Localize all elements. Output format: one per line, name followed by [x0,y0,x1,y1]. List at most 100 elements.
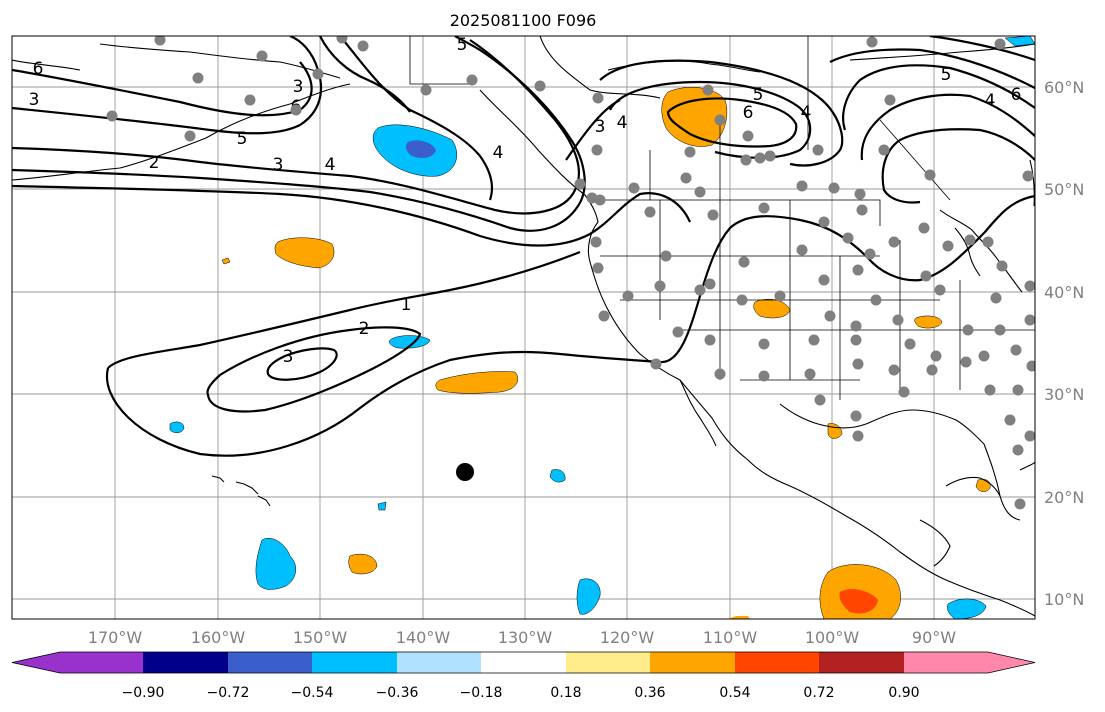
station-dot [926,364,938,376]
lon-tick-label: 90°W [912,628,956,647]
station-dot [994,38,1006,50]
station-dot [920,270,932,282]
contour-label: 5 [753,85,764,105]
station-dot [888,364,900,376]
colorbar-tick-label: 0.90 [888,685,919,701]
station-dot [742,130,754,142]
station-dot [796,180,808,192]
colorbar-tick-label: 0.18 [550,685,581,701]
contour-label: 4 [325,155,336,175]
station-dot [774,290,786,302]
station-dot [856,204,868,216]
station-dot [192,72,204,84]
station-dot [660,250,672,262]
station-dot [574,178,586,190]
station-dot [850,320,862,332]
station-dot [694,186,706,198]
station-dot [852,430,864,442]
station-dot [824,310,836,322]
station-dot [594,194,606,206]
station-dot [672,326,684,338]
contour-label: 4 [985,91,996,111]
station-dot [758,370,770,382]
lon-tick-label: 120°W [600,628,655,647]
contour-label: 4 [617,113,628,133]
station-dot [866,36,878,48]
contour-label: 3 [29,90,40,110]
latitude-labels: 60°N 50°N 40°N 30°N 20°N 10°N [1044,78,1084,609]
colorbar-tick-label: −0.36 [376,685,419,701]
station-dot [592,262,604,274]
station-dot [738,256,750,268]
station-dot [864,248,876,260]
colorbar-outline [11,651,1036,674]
contour-label: 4 [493,143,504,163]
station-dot [244,94,256,106]
contour-label: 6 [743,103,754,123]
lat-tick-label: 30°N [1044,385,1084,404]
station-dot [754,152,766,164]
station-dot [812,144,824,156]
station-dot [714,114,726,126]
graticule [12,36,1035,619]
station-dot [592,92,604,104]
station-dot [962,324,974,336]
lon-tick-label: 160°W [191,628,246,647]
contour-label: 3 [273,155,284,175]
map-area: 6 3 5 2 3 4 3 4 5 6 4 5 4 6 1 2 3 3 4 5 [11,35,1036,620]
station-dot [184,130,196,142]
station-dot [852,264,864,276]
station-dot [828,182,840,194]
station-dot [106,110,118,122]
colorbar-segment [228,652,312,673]
contour-lines [12,36,1035,457]
contour-label: 3 [595,117,606,137]
station-dot [888,236,900,248]
station-dot [990,292,1002,304]
station-dot [1024,314,1035,326]
station-dot [154,36,166,46]
contour-label: 1 [401,295,412,315]
contour-label: 4 [801,103,812,123]
station-dot [704,278,716,290]
station-dot [736,294,748,306]
colorbar-segment [735,652,819,673]
colorbar-segment [397,652,481,673]
colorbar-tick-label: −0.72 [207,685,250,701]
station-dot [256,50,268,62]
colorbar-tick-label: 0.36 [634,685,665,701]
contour-label: 6 [1011,85,1022,105]
station-dot [884,94,896,106]
lon-tick-label: 110°W [703,628,758,647]
station-dot [854,188,866,200]
station-dot [818,274,830,286]
colorbar-segment [650,652,735,673]
station-dot [628,182,640,194]
lon-tick-label: 100°W [805,628,860,647]
contour-label: 6 [33,59,44,79]
station-dot [842,232,854,244]
station-dot [654,280,666,292]
station-dot [960,356,972,368]
contour-label: 2 [359,319,370,339]
station-dot [420,84,432,96]
station-dot [934,284,946,296]
station-dot [850,334,862,346]
lat-tick-label: 50°N [1044,180,1084,199]
longitude-labels: 170°W 160°W 150°W 140°W 130°W 120°W 110°… [88,628,956,647]
station-dot [598,310,610,322]
station-dot [650,358,662,370]
station-dot [336,36,348,44]
station-dot [1024,430,1035,442]
colorbar-tick-label: −0.54 [291,685,334,701]
station-dot [622,290,634,302]
contour-label: 5 [941,65,952,85]
station-dot [982,236,994,248]
station-dot [758,202,770,214]
colorbar-segment [481,652,566,673]
station-dot [804,368,816,380]
lon-tick-label: 130°W [498,628,553,647]
station-dot [740,154,752,166]
station-dot [852,358,864,370]
colorbar [11,651,1036,674]
